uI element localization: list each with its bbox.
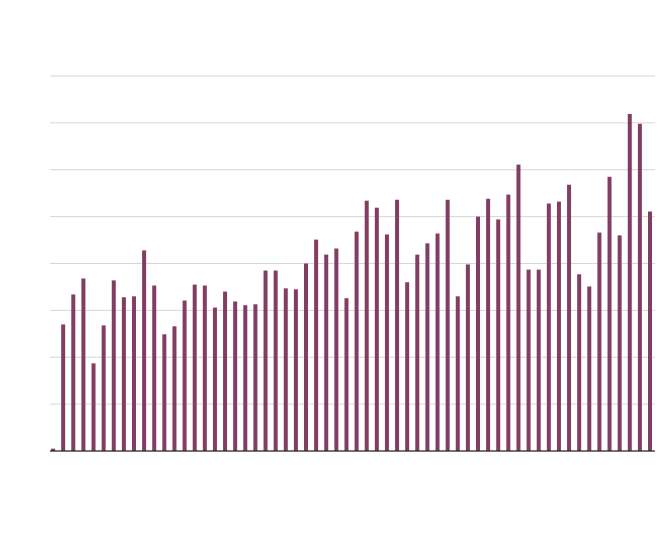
- bar: [445, 199, 450, 451]
- bar: [243, 305, 248, 451]
- bar: [465, 264, 470, 451]
- bar: [101, 325, 106, 451]
- bar: [202, 285, 207, 451]
- bar: [51, 448, 56, 451]
- bar: [627, 113, 632, 451]
- bar: [486, 198, 491, 451]
- bar: [233, 301, 238, 451]
- bar: [556, 201, 561, 451]
- bar: [192, 284, 197, 451]
- bar: [111, 280, 116, 451]
- bar: [384, 234, 389, 451]
- bar: [273, 270, 278, 451]
- bar: [212, 307, 217, 451]
- bar: [395, 199, 400, 451]
- bar: [597, 232, 602, 451]
- bar: [91, 363, 96, 451]
- bar: [364, 200, 369, 451]
- bar: [152, 285, 157, 451]
- bar: [314, 239, 319, 451]
- bar: [435, 233, 440, 451]
- bar: [324, 254, 329, 451]
- bar: [162, 334, 167, 451]
- bar: [121, 297, 126, 451]
- bar: [526, 269, 531, 451]
- bar: [223, 291, 228, 451]
- bar: [425, 243, 430, 451]
- bar: [617, 235, 622, 451]
- bar: [142, 250, 147, 451]
- bar: [71, 294, 76, 451]
- bar: [354, 231, 359, 451]
- bar: [567, 184, 572, 451]
- bar: [132, 296, 136, 451]
- bar: [506, 194, 511, 451]
- bar: [334, 248, 339, 451]
- bar: [293, 289, 298, 451]
- bar: [405, 282, 410, 451]
- bar: [516, 164, 521, 451]
- bar: [344, 298, 349, 451]
- bar: [374, 207, 379, 451]
- bar: [607, 176, 612, 451]
- bar: [263, 270, 268, 451]
- bar: [577, 274, 582, 451]
- bar: [496, 219, 501, 451]
- bar: [536, 269, 541, 451]
- bar: [587, 286, 592, 451]
- bar: [637, 123, 642, 451]
- bar: [253, 304, 258, 451]
- bar: [304, 263, 308, 451]
- bar: [172, 326, 177, 451]
- bar: [81, 278, 86, 451]
- bar: [61, 324, 66, 451]
- bar: [546, 203, 551, 451]
- bar: [476, 216, 480, 451]
- bar: [283, 288, 288, 451]
- bar: [415, 254, 420, 451]
- bar: [455, 296, 460, 451]
- bar: [182, 300, 187, 451]
- bar: [648, 211, 652, 451]
